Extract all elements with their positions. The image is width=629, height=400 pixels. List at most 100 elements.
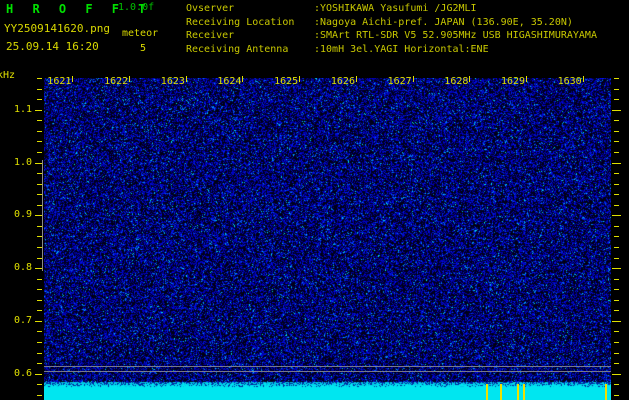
y-tick-major bbox=[35, 215, 42, 217]
y-tick-major-right bbox=[612, 109, 621, 111]
spectrogram-image bbox=[44, 78, 611, 400]
y-tick-minor bbox=[37, 352, 42, 354]
datestamp-label: 25.09.14 16:20 bbox=[6, 40, 99, 53]
y-tick-minor bbox=[37, 141, 42, 143]
info-row: Ovserver :YOSHIKAWA Yasufumi /JG2MLI bbox=[186, 2, 626, 16]
x-tick bbox=[355, 76, 357, 82]
x-tick-label: 1625 bbox=[274, 76, 299, 87]
y-tick-major-right bbox=[612, 268, 621, 269]
x-tick-label: 1623 bbox=[160, 76, 185, 87]
y-tick-minor-right bbox=[614, 88, 619, 90]
meteor-event-marker bbox=[523, 383, 526, 400]
x-tick bbox=[72, 76, 74, 82]
meteor-event-marker bbox=[486, 383, 489, 400]
y-tick-minor-right bbox=[614, 289, 619, 291]
station-info-block: Ovserver :YOSHIKAWA Yasufumi /JG2MLI Recei… bbox=[186, 2, 626, 56]
app-title: H R O F F T bbox=[6, 2, 152, 16]
info-row: Receiving Antenna:10mH 3el.YAGI Horizont… bbox=[186, 43, 626, 57]
x-tick bbox=[242, 76, 244, 82]
y-tick-minor-right bbox=[614, 225, 619, 227]
reference-line bbox=[44, 365, 611, 367]
y-tick-minor-right bbox=[614, 120, 619, 122]
info-value: :Nagoya Aichi-pref. JAPAN (136.90E, 35.2… bbox=[314, 16, 573, 28]
spectrogram-panel: kHz 1.1 1.0 0.9 0.8 0.7 0.6 1621 1622 1623 1624 1… bbox=[0, 70, 629, 400]
y-tick-minor bbox=[37, 341, 42, 343]
y-tick-minor bbox=[37, 246, 42, 248]
y-tick-minor-right bbox=[614, 151, 619, 153]
y-axis-label: kHz bbox=[0, 70, 16, 81]
y-tick-minor bbox=[37, 120, 42, 122]
y-tick-minor bbox=[37, 257, 42, 259]
x-tick-label: 1624 bbox=[217, 76, 242, 87]
y-tick-minor-right bbox=[614, 363, 619, 364]
y-tick-label: 0.7 bbox=[13, 314, 32, 326]
y-tick-major bbox=[35, 109, 42, 111]
info-key: Receiver bbox=[186, 30, 235, 41]
x-tick-label: 1630 bbox=[557, 76, 582, 87]
info-row: Receiver :SMArt RTL-SDR V5 52.905MHz USB … bbox=[186, 29, 626, 43]
header-panel: H R O F F T 1.0.0f YY2509141620.png 25.0… bbox=[0, 0, 629, 70]
x-tick bbox=[526, 76, 527, 82]
y-tick-minor-right bbox=[614, 204, 619, 206]
y-tick-minor bbox=[37, 384, 42, 386]
y-tick-minor bbox=[37, 394, 42, 396]
y-tick-label: 1.1 bbox=[13, 103, 32, 115]
y-tick-major bbox=[35, 373, 42, 375]
y-tick-major bbox=[35, 268, 42, 269]
y-tick-minor-right bbox=[614, 173, 619, 174]
y-tick-minor bbox=[37, 78, 42, 79]
y-tick-minor bbox=[37, 194, 42, 196]
y-tick-minor-right bbox=[614, 299, 619, 301]
reference-line bbox=[44, 371, 611, 372]
y-tick-minor bbox=[37, 99, 42, 101]
y-tick-label: 0.8 bbox=[13, 262, 32, 273]
y-tick-minor-right bbox=[614, 331, 619, 333]
x-tick bbox=[129, 76, 131, 82]
y-tick-minor-right bbox=[614, 394, 619, 396]
x-tick-label: 1626 bbox=[330, 76, 355, 87]
filename-label: YY2509141620.png bbox=[4, 22, 110, 35]
y-tick-minor-right bbox=[614, 257, 619, 259]
x-tick bbox=[582, 76, 584, 82]
y-tick-major-right bbox=[612, 373, 621, 375]
y-tick-minor-right bbox=[614, 246, 619, 248]
y-tick-minor-right bbox=[614, 141, 619, 143]
y-tick-minor bbox=[37, 299, 42, 301]
y-tick-label: 0.6 bbox=[13, 367, 32, 379]
meteor-event-marker bbox=[605, 383, 608, 400]
y-scale-bar bbox=[42, 159, 43, 271]
y-tick-label: 1.0 bbox=[13, 156, 32, 168]
y-tick-minor-right bbox=[614, 183, 619, 185]
info-value: :YOSHIKAWA Yasufumi /JG2MLI bbox=[314, 3, 477, 14]
y-tick-minor-right bbox=[614, 278, 619, 280]
x-tick-label: 1629 bbox=[501, 76, 526, 87]
y-tick-major-right bbox=[612, 215, 621, 217]
x-tick-label: 1628 bbox=[444, 76, 469, 87]
info-value: :SMArt RTL-SDR V5 52.905MHz USB HIGASHIM… bbox=[314, 30, 597, 41]
y-tick-minor bbox=[37, 88, 42, 90]
x-tick-label: 1627 bbox=[387, 76, 412, 87]
y-tick-minor bbox=[37, 173, 42, 174]
x-tick bbox=[412, 76, 414, 82]
info-key: Ovserver bbox=[186, 3, 235, 14]
meteor-label: meteor bbox=[122, 28, 159, 39]
y-tick-minor-right bbox=[614, 310, 619, 312]
y-tick-minor-right bbox=[614, 194, 619, 196]
y-tick-minor bbox=[37, 331, 42, 333]
app-version: 1.0.0f bbox=[118, 2, 155, 13]
y-tick-minor bbox=[37, 225, 42, 227]
y-tick-label: 0.9 bbox=[13, 209, 32, 221]
info-row: Receiving Location :Nagoya Aichi-pref. JA… bbox=[186, 16, 626, 30]
meteor-event-marker bbox=[500, 383, 503, 400]
y-tick-major bbox=[35, 320, 42, 322]
y-tick-minor-right bbox=[614, 78, 619, 79]
meteor-event-marker bbox=[517, 383, 520, 400]
y-tick-minor bbox=[37, 204, 42, 206]
y-tick-minor bbox=[37, 289, 42, 291]
info-key: Receiving Location bbox=[186, 16, 295, 28]
y-tick-major-right bbox=[612, 162, 621, 164]
x-tick bbox=[299, 76, 301, 82]
info-value: :10mH 3el.YAGI Horizontal:ENE bbox=[314, 43, 489, 55]
y-tick-minor bbox=[37, 183, 42, 185]
